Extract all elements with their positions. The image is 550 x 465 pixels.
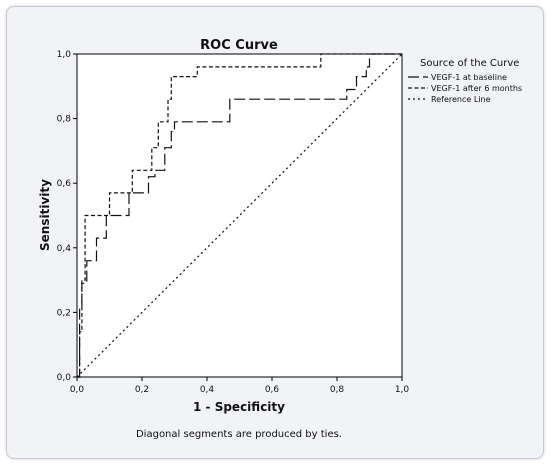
legend-title: Source of the Curve (420, 58, 519, 69)
x-tick-label: 0,2 (135, 385, 149, 395)
y-axis-label: Sensitivity (38, 179, 52, 251)
series-line-1 (77, 53, 402, 378)
y-tick-label: 0,2 (57, 308, 71, 318)
series-line-2 (77, 53, 402, 378)
x-axis-label: 1 - Specificity (193, 400, 285, 414)
x-tick-label: 0,6 (265, 385, 280, 395)
y-tick-label: 0,6 (57, 179, 72, 189)
legend-entry: VEGF-1 after 6 months (431, 84, 522, 93)
x-tick-label: 1,0 (395, 385, 410, 395)
series-line-3 (76, 53, 403, 378)
chart-footnote: Diagonal segments are produced by ties. (136, 429, 342, 440)
legend-entry: VEGF-1 at baseline (431, 73, 507, 82)
y-tick-label: 0,0 (57, 373, 72, 383)
y-tick-label: 0,8 (57, 115, 72, 125)
y-tick-label: 0,4 (57, 244, 72, 254)
x-tick-label: 0,4 (200, 385, 215, 395)
chart-title: ROC Curve (200, 38, 278, 53)
x-tick-label: 0,8 (330, 385, 345, 395)
x-tick-label: 0,0 (70, 385, 85, 395)
y-tick-label: 1,0 (57, 50, 72, 60)
legend-entry: Reference Line (431, 95, 491, 104)
